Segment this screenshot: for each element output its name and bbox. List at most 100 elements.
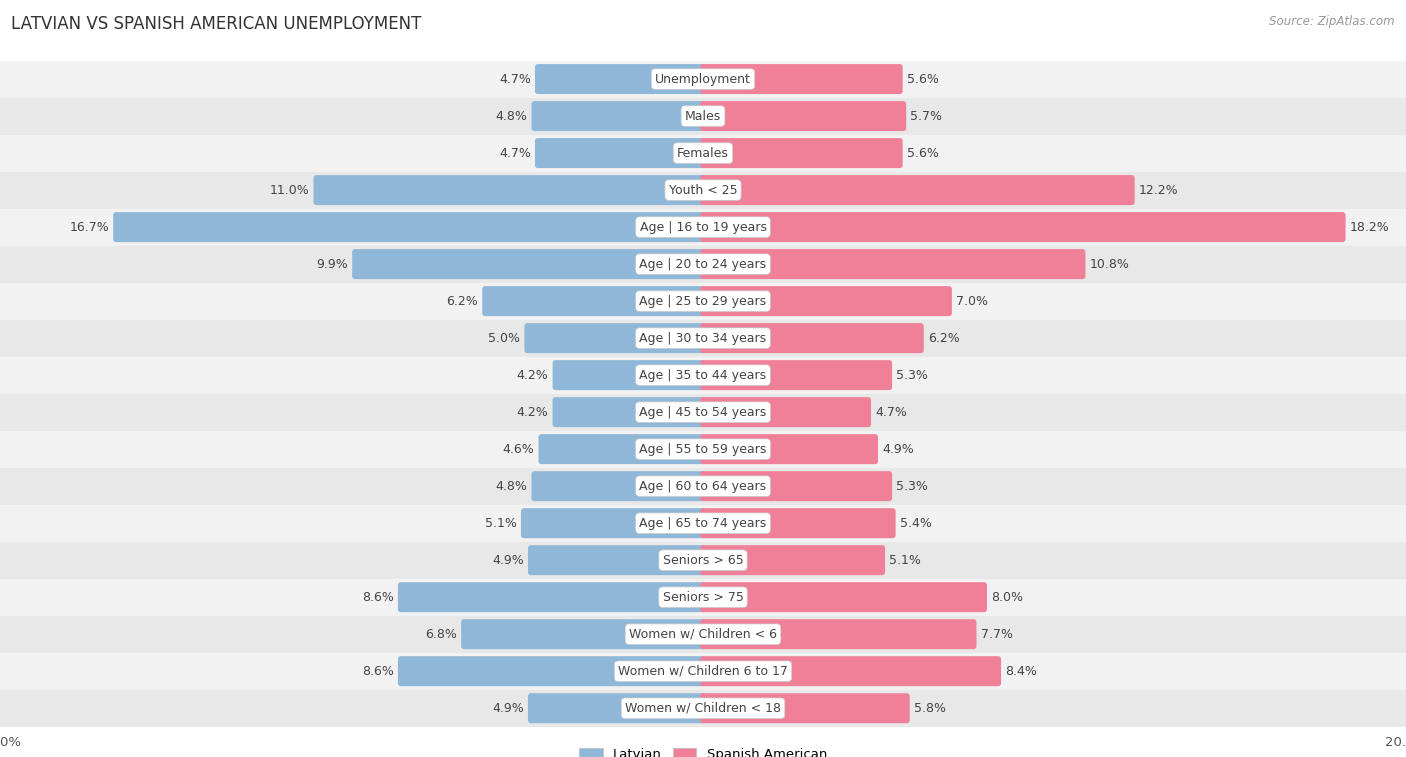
FancyBboxPatch shape	[700, 212, 1346, 242]
Text: 4.2%: 4.2%	[516, 406, 548, 419]
Text: 8.6%: 8.6%	[361, 590, 394, 603]
FancyBboxPatch shape	[314, 175, 706, 205]
Text: Females: Females	[678, 147, 728, 160]
Text: 5.1%: 5.1%	[889, 553, 921, 567]
Bar	[0, 61, 1406, 98]
Text: 8.0%: 8.0%	[991, 590, 1024, 603]
Text: 6.2%: 6.2%	[446, 294, 478, 307]
Legend: Latvian, Spanish American: Latvian, Spanish American	[574, 743, 832, 757]
Text: 5.4%: 5.4%	[900, 517, 932, 530]
Text: 8.4%: 8.4%	[1005, 665, 1038, 678]
Bar	[0, 245, 1406, 282]
Text: 5.0%: 5.0%	[488, 332, 520, 344]
FancyBboxPatch shape	[700, 508, 896, 538]
Text: Age | 45 to 54 years: Age | 45 to 54 years	[640, 406, 766, 419]
Text: 6.2%: 6.2%	[928, 332, 960, 344]
FancyBboxPatch shape	[700, 693, 910, 723]
Bar	[0, 394, 1406, 431]
FancyBboxPatch shape	[700, 471, 893, 501]
Text: 4.7%: 4.7%	[499, 147, 531, 160]
FancyBboxPatch shape	[531, 471, 706, 501]
FancyBboxPatch shape	[700, 249, 1085, 279]
Bar	[0, 98, 1406, 135]
Text: Seniors > 65: Seniors > 65	[662, 553, 744, 567]
Text: Unemployment: Unemployment	[655, 73, 751, 86]
Text: 18.2%: 18.2%	[1350, 220, 1389, 234]
Bar	[0, 135, 1406, 172]
Bar	[0, 542, 1406, 578]
Text: 4.9%: 4.9%	[883, 443, 914, 456]
Text: 5.6%: 5.6%	[907, 147, 939, 160]
FancyBboxPatch shape	[700, 397, 872, 427]
Text: 4.2%: 4.2%	[516, 369, 548, 382]
FancyBboxPatch shape	[700, 175, 1135, 205]
Text: LATVIAN VS SPANISH AMERICAN UNEMPLOYMENT: LATVIAN VS SPANISH AMERICAN UNEMPLOYMENT	[11, 15, 422, 33]
Bar	[0, 615, 1406, 653]
FancyBboxPatch shape	[529, 693, 706, 723]
Bar	[0, 319, 1406, 357]
FancyBboxPatch shape	[700, 138, 903, 168]
Text: 7.0%: 7.0%	[956, 294, 988, 307]
FancyBboxPatch shape	[352, 249, 706, 279]
Text: 4.8%: 4.8%	[495, 110, 527, 123]
Text: 4.8%: 4.8%	[495, 480, 527, 493]
Text: Age | 65 to 74 years: Age | 65 to 74 years	[640, 517, 766, 530]
FancyBboxPatch shape	[398, 582, 706, 612]
Bar	[0, 468, 1406, 505]
FancyBboxPatch shape	[700, 286, 952, 316]
Text: 4.7%: 4.7%	[875, 406, 907, 419]
FancyBboxPatch shape	[553, 360, 706, 390]
Text: Source: ZipAtlas.com: Source: ZipAtlas.com	[1270, 15, 1395, 28]
FancyBboxPatch shape	[524, 323, 706, 353]
Text: 4.9%: 4.9%	[492, 553, 524, 567]
Text: Males: Males	[685, 110, 721, 123]
FancyBboxPatch shape	[700, 360, 893, 390]
Text: Seniors > 75: Seniors > 75	[662, 590, 744, 603]
FancyBboxPatch shape	[461, 619, 706, 650]
FancyBboxPatch shape	[700, 656, 1001, 686]
FancyBboxPatch shape	[114, 212, 706, 242]
Bar	[0, 578, 1406, 615]
Text: 12.2%: 12.2%	[1139, 184, 1178, 197]
Text: Women w/ Children 6 to 17: Women w/ Children 6 to 17	[619, 665, 787, 678]
Bar	[0, 431, 1406, 468]
FancyBboxPatch shape	[538, 435, 706, 464]
Bar	[0, 357, 1406, 394]
Text: 5.3%: 5.3%	[897, 480, 928, 493]
Text: Age | 60 to 64 years: Age | 60 to 64 years	[640, 480, 766, 493]
Text: 10.8%: 10.8%	[1090, 257, 1129, 270]
Text: 8.6%: 8.6%	[361, 665, 394, 678]
Text: 9.9%: 9.9%	[316, 257, 349, 270]
Text: 11.0%: 11.0%	[270, 184, 309, 197]
FancyBboxPatch shape	[529, 545, 706, 575]
FancyBboxPatch shape	[534, 138, 706, 168]
Bar	[0, 172, 1406, 209]
Text: 6.8%: 6.8%	[425, 628, 457, 640]
FancyBboxPatch shape	[700, 619, 976, 650]
FancyBboxPatch shape	[553, 397, 706, 427]
FancyBboxPatch shape	[531, 101, 706, 131]
Text: Women w/ Children < 6: Women w/ Children < 6	[628, 628, 778, 640]
FancyBboxPatch shape	[700, 545, 886, 575]
Text: Women w/ Children < 18: Women w/ Children < 18	[626, 702, 780, 715]
Text: Age | 30 to 34 years: Age | 30 to 34 years	[640, 332, 766, 344]
Bar	[0, 209, 1406, 245]
Bar	[0, 282, 1406, 319]
Text: 5.3%: 5.3%	[897, 369, 928, 382]
FancyBboxPatch shape	[482, 286, 706, 316]
FancyBboxPatch shape	[700, 64, 903, 94]
Text: Age | 35 to 44 years: Age | 35 to 44 years	[640, 369, 766, 382]
Text: Age | 20 to 24 years: Age | 20 to 24 years	[640, 257, 766, 270]
Text: Age | 16 to 19 years: Age | 16 to 19 years	[640, 220, 766, 234]
FancyBboxPatch shape	[398, 656, 706, 686]
Text: 4.7%: 4.7%	[499, 73, 531, 86]
FancyBboxPatch shape	[700, 101, 907, 131]
Text: 4.9%: 4.9%	[492, 702, 524, 715]
Text: Youth < 25: Youth < 25	[669, 184, 737, 197]
Text: 5.1%: 5.1%	[485, 517, 517, 530]
Bar	[0, 505, 1406, 542]
Text: 16.7%: 16.7%	[69, 220, 110, 234]
FancyBboxPatch shape	[700, 323, 924, 353]
Text: Age | 55 to 59 years: Age | 55 to 59 years	[640, 443, 766, 456]
Text: 5.6%: 5.6%	[907, 73, 939, 86]
